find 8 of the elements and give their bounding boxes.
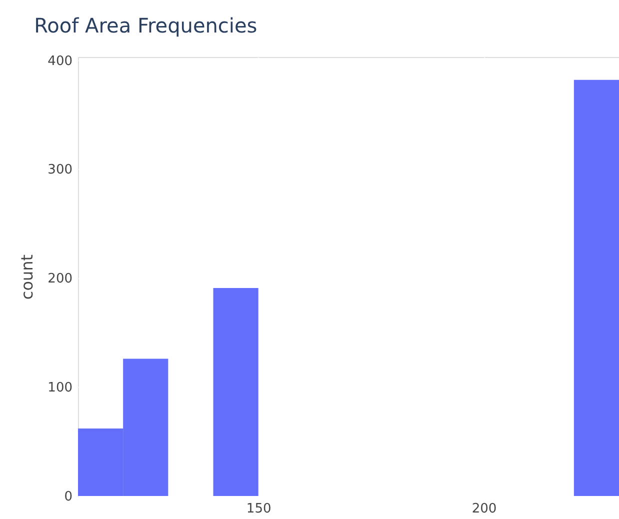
y-tick-label: 200 [48, 272, 72, 287]
chart-title: Roof Area Frequencies [34, 13, 258, 38]
y-axis-title: count [18, 254, 37, 300]
y-tick-label: 100 [48, 380, 72, 396]
x-tick-label: 150 [246, 502, 272, 516]
y-tick-label: 300 [48, 162, 72, 178]
y-tick-label: 400 [48, 54, 72, 69]
y-tick-label: 0 [64, 490, 72, 504]
